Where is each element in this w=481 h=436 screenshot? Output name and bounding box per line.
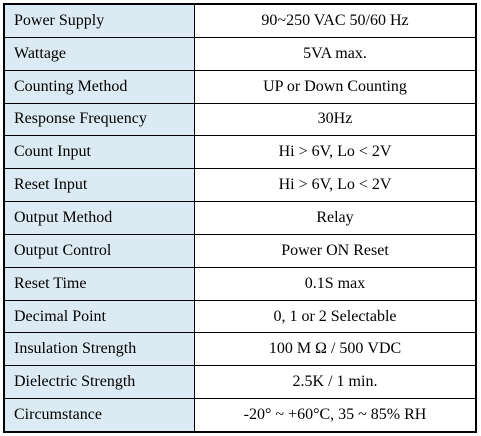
spec-label: Power Supply [3,3,195,38]
spec-row-output-method: Output Method Relay [3,201,477,235]
spec-row-dielectric-strength: Dielectric Strength 2.5K / 1 min. [3,365,477,400]
spec-value: Hi > 6V, Lo < 2V [194,168,477,203]
spec-row-output-control: Output Control Power ON Reset [3,233,477,268]
spec-label: Reset Input [3,168,195,203]
spec-row-count-input: Count Input Hi > 6V, Lo < 2V [3,135,477,170]
spec-value: Power ON Reset [194,233,477,268]
specifications-table: Power Supply 90~250 VAC 50/60 Hz Wattage… [3,3,477,433]
spec-value: 5VA max. [194,36,477,71]
spec-label: Output Method [3,201,195,235]
spec-value: 0, 1 or 2 Selectable [194,299,477,334]
spec-label: Count Input [3,135,195,170]
spec-value: -20° ~ +60°C, 35 ~ 85% RH [194,398,477,433]
spec-row-insulation-strength: Insulation Strength 100 M Ω / 500 VDC [3,332,477,367]
spec-label: Circumstance [3,398,195,433]
spec-label: Dielectric Strength [3,365,195,400]
spec-row-circumstance: Circumstance -20° ~ +60°C, 35 ~ 85% RH [3,398,477,433]
spec-label: Output Control [3,233,195,268]
spec-row-counting-method: Counting Method UP or Down Counting [3,69,477,104]
spec-value: 0.1S max [194,266,477,301]
spec-row-decimal-point: Decimal Point 0, 1 or 2 Selectable [3,299,477,334]
spec-label: Reset Time [3,266,195,301]
spec-value: 100 M Ω / 500 VDC [194,332,477,367]
spec-value: 90~250 VAC 50/60 Hz [194,3,477,38]
spec-value: UP or Down Counting [194,69,477,104]
spec-value: Relay [194,201,477,235]
spec-label: Response Frequency [3,102,195,137]
spec-value: 2.5K / 1 min. [194,365,477,400]
spec-value: 30Hz [194,102,477,137]
spec-row-response-frequency: Response Frequency 30Hz [3,102,477,137]
spec-row-power-supply: Power Supply 90~250 VAC 50/60 Hz [3,3,477,38]
spec-label: Insulation Strength [3,332,195,367]
spec-label: Counting Method [3,69,195,104]
spec-row-wattage: Wattage 5VA max. [3,36,477,71]
spec-label: Decimal Point [3,299,195,334]
spec-row-reset-time: Reset Time 0.1S max [3,266,477,301]
spec-label: Wattage [3,36,195,71]
spec-row-reset-input: Reset Input Hi > 6V, Lo < 2V [3,168,477,203]
spec-value: Hi > 6V, Lo < 2V [194,135,477,170]
